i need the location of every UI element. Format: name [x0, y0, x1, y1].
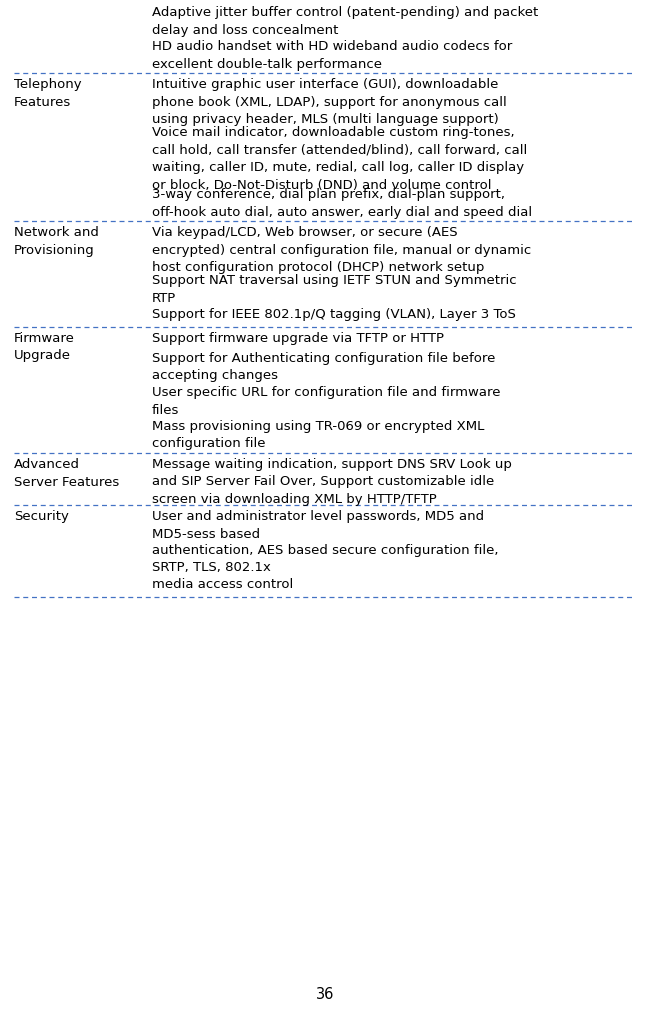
- Text: authentication, AES based secure configuration file,
SRTP, TLS, 802.1x: authentication, AES based secure configu…: [152, 544, 499, 574]
- Text: Message waiting indication, support DNS SRV Look up
and SIP Server Fail Over, Su: Message waiting indication, support DNS …: [152, 458, 512, 506]
- Text: Voice mail indicator, downloadable custom ring-tones,
call hold, call transfer (: Voice mail indicator, downloadable custo…: [152, 126, 527, 192]
- Text: Mass provisioning using TR-069 or encrypted XML
configuration file: Mass provisioning using TR-069 or encryp…: [152, 420, 484, 451]
- Text: Support NAT traversal using IETF STUN and Symmetric
RTP: Support NAT traversal using IETF STUN an…: [152, 274, 517, 304]
- Text: Support for Authenticating configuration file before
accepting changes: Support for Authenticating configuration…: [152, 352, 495, 383]
- Text: Intuitive graphic user interface (GUI), downloadable
phone book (XML, LDAP), sup: Intuitive graphic user interface (GUI), …: [152, 78, 507, 126]
- Text: Adaptive jitter buffer control (patent-pending) and packet
delay and loss concea: Adaptive jitter buffer control (patent-p…: [152, 6, 538, 37]
- Text: Support firmware upgrade via TFTP or HTTP: Support firmware upgrade via TFTP or HTT…: [152, 332, 444, 345]
- Text: 36: 36: [316, 987, 334, 1002]
- Text: 3-way conference, dial plan prefix, dial-plan support,
off-hook auto dial, auto : 3-way conference, dial plan prefix, dial…: [152, 188, 532, 218]
- Text: Firmware
Upgrade: Firmware Upgrade: [14, 332, 75, 362]
- Text: User and administrator level passwords, MD5 and
MD5-sess based: User and administrator level passwords, …: [152, 510, 484, 541]
- Text: Network and
Provisioning: Network and Provisioning: [14, 226, 99, 257]
- Text: HD audio handset with HD wideband audio codecs for
excellent double-talk perform: HD audio handset with HD wideband audio …: [152, 40, 512, 70]
- Text: Support for IEEE 802.1p/Q tagging (VLAN), Layer 3 ToS: Support for IEEE 802.1p/Q tagging (VLAN)…: [152, 308, 516, 321]
- Text: Advanced
Server Features: Advanced Server Features: [14, 458, 119, 488]
- Text: User specific URL for configuration file and firmware
files: User specific URL for configuration file…: [152, 386, 501, 416]
- Text: Via keypad/LCD, Web browser, or secure (AES
encrypted) central configuration fil: Via keypad/LCD, Web browser, or secure (…: [152, 226, 531, 274]
- Text: Telephony
Features: Telephony Features: [14, 78, 82, 109]
- Text: media access control: media access control: [152, 578, 293, 591]
- Text: Security: Security: [14, 510, 69, 523]
